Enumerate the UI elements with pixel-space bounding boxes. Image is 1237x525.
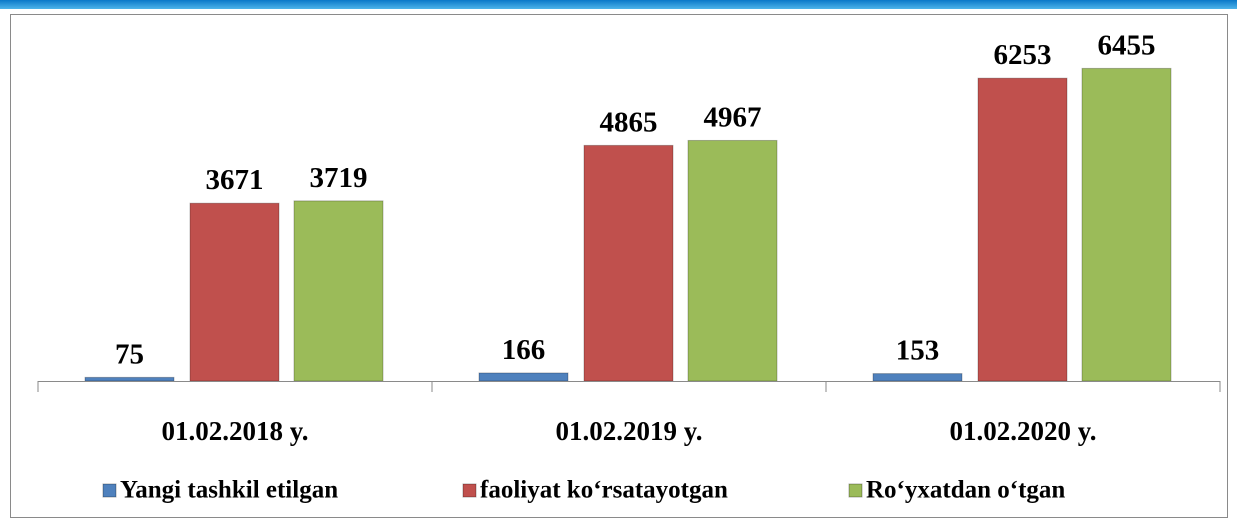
data-label: 75 — [115, 338, 144, 370]
legend-swatch — [102, 483, 117, 498]
bar — [583, 144, 674, 382]
bar — [977, 77, 1068, 382]
bar — [84, 376, 175, 382]
bar — [1081, 67, 1172, 382]
bar — [478, 372, 569, 382]
x-tick-label: 01.02.2018 y. — [161, 416, 308, 446]
legend-swatch — [462, 483, 477, 498]
data-label: 3671 — [206, 164, 264, 196]
data-label: 166 — [502, 334, 546, 366]
data-label: 153 — [896, 335, 940, 367]
x-tick-label: 01.02.2019 y. — [555, 416, 702, 446]
data-label: 3719 — [310, 162, 368, 194]
header-strip — [0, 0, 1237, 9]
legend-label: Ro‘yxatdan o‘tgan — [866, 477, 1065, 504]
x-tick-label: 01.02.2020 y. — [949, 416, 1096, 446]
data-label: 4865 — [600, 106, 658, 138]
bar — [872, 373, 963, 382]
legend-label: Yangi tashkil etilgan — [120, 477, 338, 504]
legend-label: faoliyat ko‘rsatayotgan — [480, 477, 728, 504]
data-label: 6455 — [1098, 29, 1156, 61]
legend-swatch — [848, 483, 863, 498]
data-label: 6253 — [994, 39, 1052, 71]
bar — [189, 202, 280, 382]
bar — [687, 139, 778, 382]
data-label: 4967 — [704, 101, 762, 133]
bar — [293, 200, 384, 382]
